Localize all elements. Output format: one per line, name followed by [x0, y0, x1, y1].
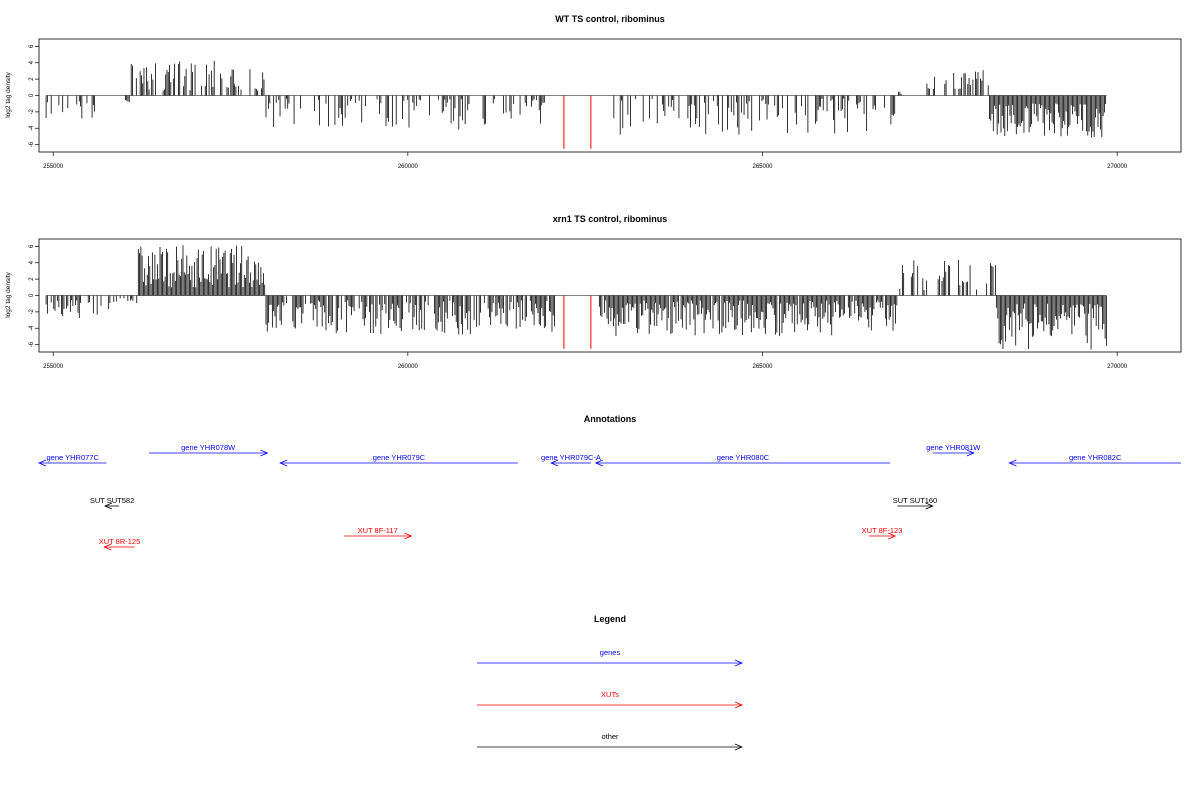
y-tick-label: -6 [29, 141, 35, 147]
panel-wt: WT TS control, ribominus log2 tag densit… [5, 14, 1182, 170]
feature-arrowhead [966, 449, 975, 457]
feature-arrowhead [103, 502, 113, 510]
feature-label: gene YHR082C [1069, 453, 1122, 462]
legend-arrowhead [734, 743, 744, 751]
y-tick-label: -4 [29, 125, 35, 131]
annotation-feature: gene YHR081W [926, 443, 981, 457]
annotation-feature: SUT SUT160 [893, 496, 937, 510]
annotation-feature: gene YHR079C-A [541, 453, 601, 467]
feature-arrowhead [404, 532, 413, 540]
x-tick-label: 265000 [752, 364, 773, 370]
feature-label: SUT SUT582 [90, 496, 134, 505]
legend-items: genes XUTs other [477, 648, 744, 751]
feature-label: gene YHR080C [717, 453, 770, 462]
y-tick-label: 6 [29, 44, 35, 48]
y-tick-label: 2 [29, 277, 35, 281]
feature-arrowhead [925, 502, 934, 510]
feature-label: gene YHR081W [926, 443, 981, 452]
y-tick-label: -4 [29, 325, 35, 331]
legend-item: XUTs [477, 690, 744, 709]
annotations-title: Annotations [584, 414, 637, 424]
annotation-feature: XUT 8F-123 [862, 526, 903, 540]
x-tick-label: 260000 [398, 364, 419, 370]
y-tick-label: 0 [29, 293, 35, 297]
feature-arrowhead [594, 459, 603, 467]
legend-title: Legend [594, 614, 626, 624]
annotation-feature: XUT 8R-125 [99, 537, 141, 551]
legend-label: genes [600, 648, 621, 657]
x-tick-label: 265000 [752, 164, 773, 170]
feature-arrowhead [37, 459, 47, 467]
annotation-feature: gene YHR078W [148, 443, 269, 457]
legend-label: other [601, 732, 619, 741]
feature-label: gene YHR077C [46, 453, 99, 462]
feature-label: SUT SUT160 [893, 496, 937, 505]
y-tick-label: 6 [29, 244, 35, 248]
x-tick-label: 270000 [1107, 364, 1128, 370]
panel-title: xrn1 TS control, ribominus [553, 214, 668, 224]
legend-label: XUTs [601, 690, 619, 699]
feature-arrowhead [1008, 459, 1017, 467]
x-tick-label: 255000 [43, 164, 64, 170]
annotation-feature: gene YHR080C [594, 453, 891, 467]
annotation-feature: gene YHR077C [37, 453, 107, 467]
feature-label: gene YHR079C-A [541, 453, 601, 462]
y-tick-label: 4 [29, 260, 35, 264]
y-tick-label: 0 [29, 93, 35, 97]
feature-arrowhead [279, 459, 288, 467]
annotation-features: gene YHR077C gene YHR078W gene YHR079C gene… [37, 443, 1181, 551]
feature-label: gene YHR078W [181, 443, 236, 452]
y-axis: 6 4 2 0 -2 -4 -6 [29, 244, 39, 347]
y-tick-label: 2 [29, 77, 35, 81]
y-tick-label: -6 [29, 341, 35, 347]
coverage-bars [45, 60, 1107, 149]
feature-arrowhead [103, 543, 112, 551]
annotation-feature: gene YHR082C [1008, 453, 1181, 467]
y-axis-label: log2 tag density [5, 71, 12, 117]
y-axis: 6 4 2 0 -2 -4 -6 [29, 44, 39, 147]
y-axis-label: log2 tag density [5, 271, 12, 317]
annotation-feature: gene YHR079C [279, 453, 518, 467]
legend-arrowhead [734, 659, 744, 667]
feature-label: XUT 8R-125 [99, 537, 141, 546]
panel-title: WT TS control, ribominus [555, 14, 665, 24]
feature-label: XUT 8F-123 [862, 526, 903, 535]
y-tick-label: -2 [29, 309, 35, 315]
x-axis: 255000 260000 265000 270000 [43, 352, 1128, 370]
x-tick-label: 270000 [1107, 164, 1128, 170]
legend-item: genes [477, 648, 744, 667]
feature-label: XUT 8F-117 [358, 526, 398, 535]
x-tick-label: 255000 [43, 364, 64, 370]
feature-arrowhead [260, 449, 269, 457]
legend: Legend genes XUTs other [477, 614, 744, 751]
legend-arrowhead [734, 701, 744, 709]
legend-item: other [477, 732, 744, 751]
y-tick-label: -2 [29, 109, 35, 115]
annotation-feature: XUT 8F-117 [344, 526, 413, 540]
panel-xrn1: xrn1 TS control, ribominus log2 tag dens… [5, 214, 1182, 370]
coverage-bars [45, 245, 1107, 350]
x-axis: 255000 260000 265000 270000 [43, 152, 1128, 170]
x-tick-label: 260000 [398, 164, 419, 170]
feature-arrowhead [887, 532, 897, 540]
feature-arrowhead [550, 459, 559, 467]
feature-label: gene YHR079C [373, 453, 426, 462]
y-tick-label: 4 [29, 60, 35, 64]
annotation-feature: SUT SUT582 [90, 496, 134, 510]
